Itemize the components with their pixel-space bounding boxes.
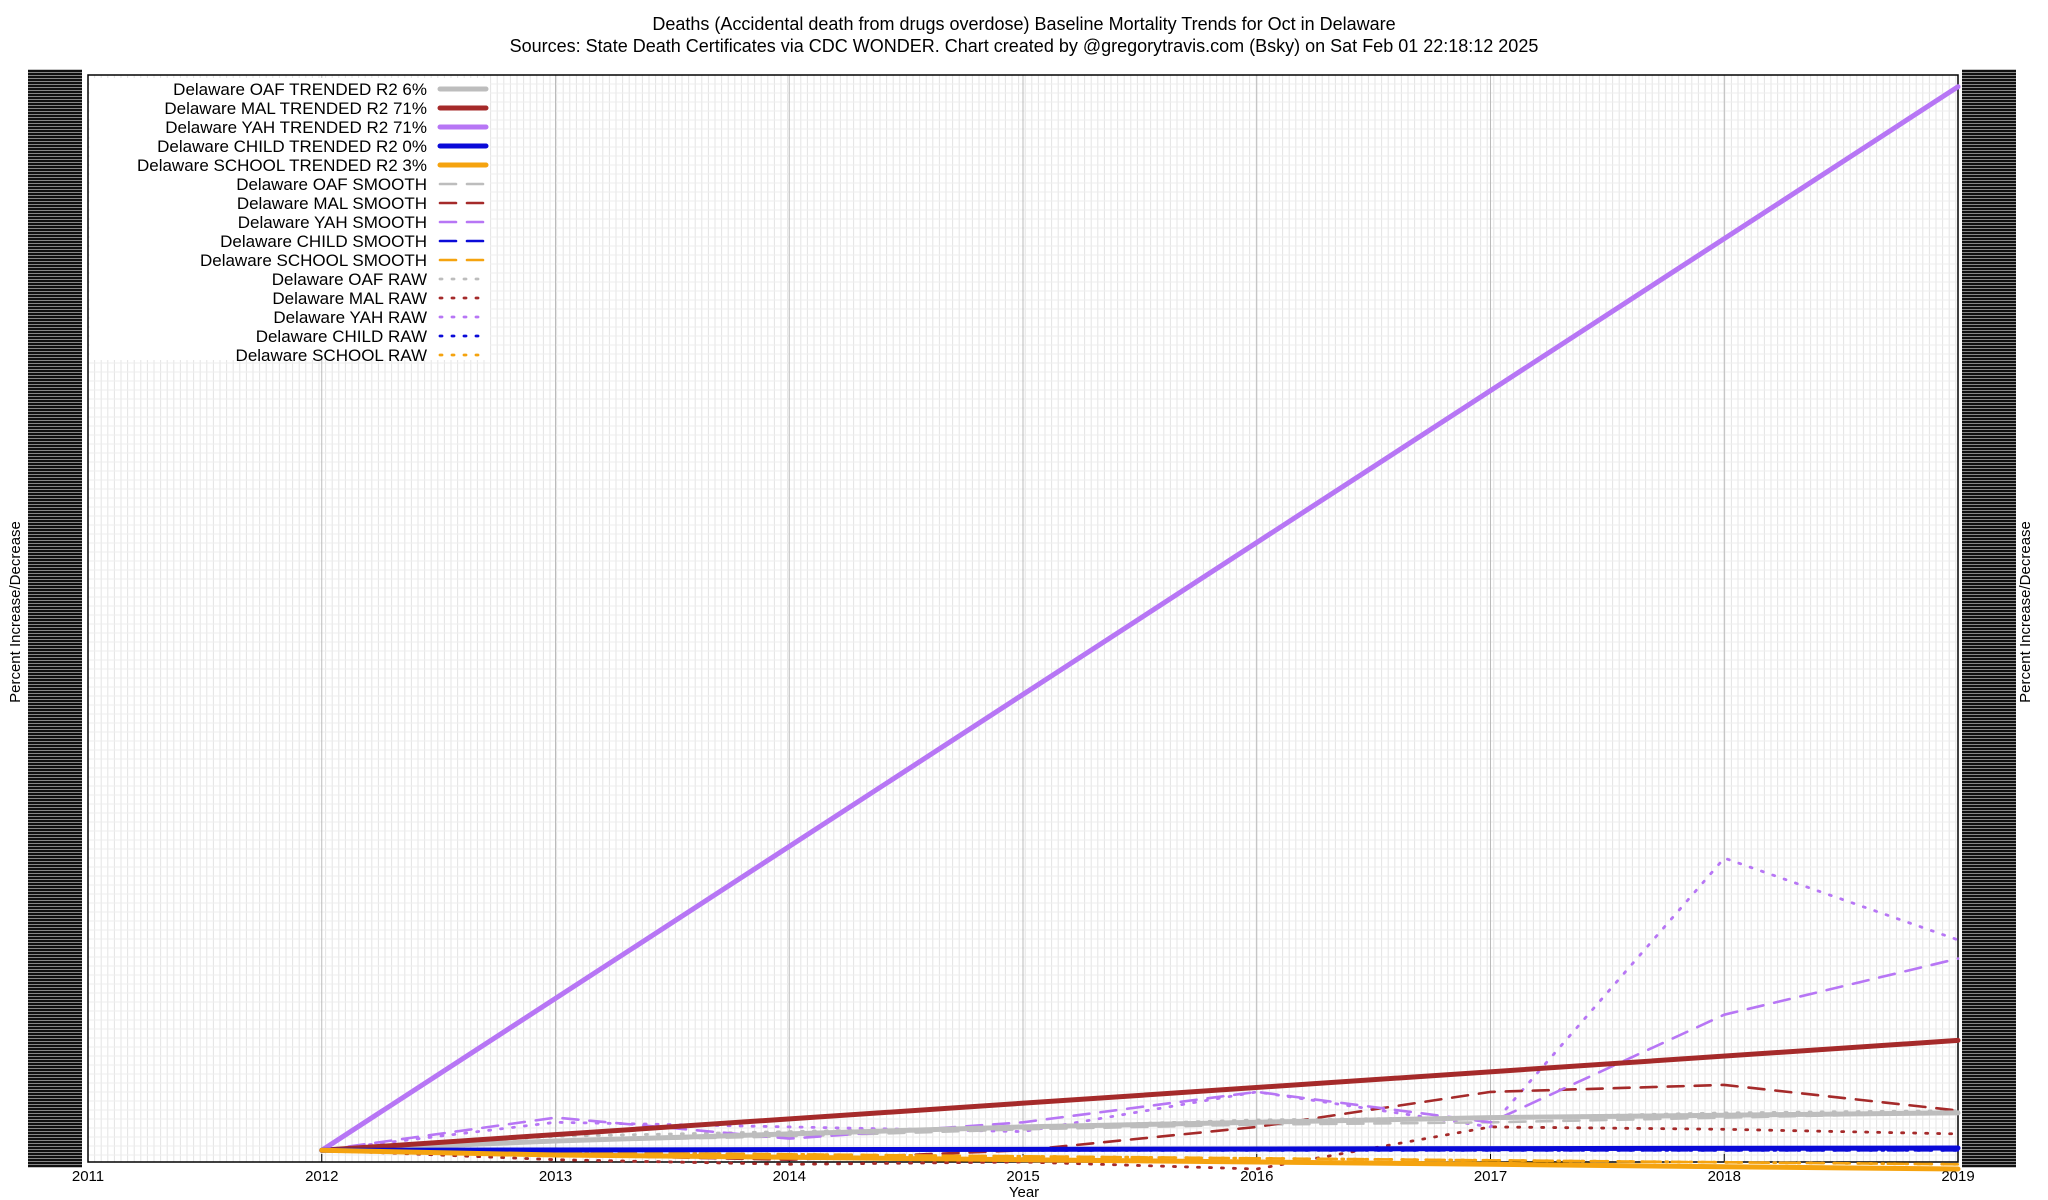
series-line xyxy=(319,1037,1961,1153)
legend-entry-label: Delaware SCHOOL SMOOTH xyxy=(200,251,427,270)
legend-background xyxy=(90,78,490,360)
series-line xyxy=(319,1110,1961,1153)
x-tick-label: 2013 xyxy=(539,1168,572,1185)
x-tick-label: 2012 xyxy=(305,1168,338,1185)
y-tick-labels xyxy=(28,69,2016,1168)
series-line xyxy=(320,1125,1960,1171)
x-tick-label: 2017 xyxy=(1474,1168,1507,1185)
y-axis-label-left: Percent Increase/Decrease xyxy=(7,521,24,703)
x-tick-label: 2011 xyxy=(72,1168,104,1185)
legend-entry-label: Delaware YAH SMOOTH xyxy=(238,213,427,232)
legend-entry-label: Delaware OAF SMOOTH xyxy=(236,175,427,194)
y-axis-label-right: Percent Increase/Decrease xyxy=(2017,521,2034,703)
legend-entry-label: Delaware OAF RAW xyxy=(272,270,427,289)
legend-entry-label: Delaware CHILD RAW xyxy=(256,327,427,346)
x-tick-label: 2015 xyxy=(1006,1168,1039,1185)
chart-subtitle: Sources: State Death Certificates via CD… xyxy=(510,36,1539,56)
x-axis-label: Year xyxy=(1009,1184,1039,1200)
legend-entry-label: Delaware SCHOOL RAW xyxy=(236,346,427,365)
x-tick-label: 2019 xyxy=(1941,1168,1974,1185)
legend-entry-label: Delaware MAL TRENDED R2 71% xyxy=(164,99,427,118)
legend-entry-label: Delaware SCHOOL TRENDED R2 3% xyxy=(137,156,427,175)
x-tick-label: 2018 xyxy=(1708,1168,1741,1185)
legend-entry-label: Delaware CHILD SMOOTH xyxy=(220,232,427,251)
legend-entry-label: Delaware OAF TRENDED R2 6% xyxy=(173,80,427,99)
series-line xyxy=(320,957,1960,1152)
series-line xyxy=(319,1145,1961,1153)
chart-title: Deaths (Accidental death from drugs over… xyxy=(652,14,1395,34)
x-tick-labels: 2011 2012 2013 2014 2015 2016 2017 2018 2019 xyxy=(72,1154,1975,1185)
legend-entry-label: Delaware YAH RAW xyxy=(273,308,427,327)
legend-entry-label: Delaware MAL SMOOTH xyxy=(237,194,427,213)
series-line xyxy=(319,1147,1961,1172)
series-line xyxy=(319,84,1961,1153)
legend-entry-label: Delaware YAH TRENDED R2 71% xyxy=(165,118,427,137)
x-tick-label: 2016 xyxy=(1240,1168,1273,1185)
series-line xyxy=(320,1149,1960,1166)
x-tick-label: 2014 xyxy=(773,1168,806,1185)
legend-entry-label: Delaware CHILD TRENDED R2 0% xyxy=(157,137,427,156)
legend-entry-label: Delaware MAL RAW xyxy=(272,289,427,308)
series xyxy=(319,84,1961,1172)
legend: Delaware OAF TRENDED R2 6%Delaware MAL T… xyxy=(90,78,490,365)
